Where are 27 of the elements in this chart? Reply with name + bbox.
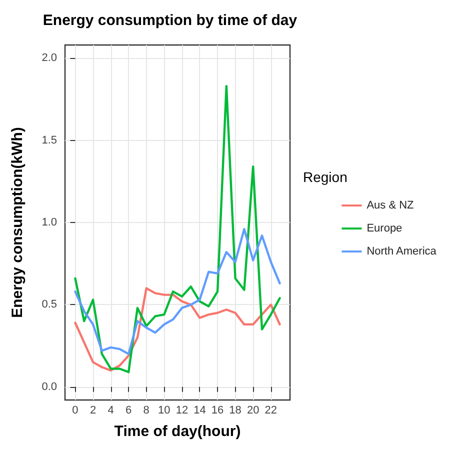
x-tick-label: 10	[158, 404, 170, 416]
x-tick-label: 12	[176, 404, 188, 416]
x-axis-title: Time of day(hour)	[114, 423, 241, 440]
x-tick-label: 6	[126, 404, 132, 416]
line-series	[74, 84, 281, 374]
y-tick-label: 0.5	[42, 298, 57, 311]
x-tick-label: 14	[194, 404, 206, 416]
x-tick-label: 0	[72, 404, 78, 416]
x-tick-label: 8	[143, 404, 150, 416]
x-tick-label: 16	[211, 404, 224, 416]
y-axis-title: Energy consumption(kWh)	[9, 127, 26, 318]
legend-title: Region	[303, 169, 348, 185]
legend-label: Aus & NZ	[366, 200, 414, 212]
y-tick-label: 2.0	[42, 52, 57, 64]
line-series	[74, 287, 281, 372]
x-tick-label: 2	[90, 404, 96, 416]
x-tick-label: 22	[264, 404, 278, 416]
y-tick-label: 0.0	[42, 380, 57, 393]
y-tick-label: 1.5	[42, 134, 57, 146]
legend-label: North America	[366, 246, 438, 258]
x-tick-label: 4	[108, 404, 114, 416]
x-tick-label: 20	[246, 404, 260, 416]
x-tick-label: 18	[229, 404, 242, 416]
chart-title: Energy consumption by time of day	[42, 12, 298, 29]
legend-label: Europe	[366, 222, 402, 234]
line-series	[74, 228, 281, 356]
y-tick-label: 1.0	[42, 216, 57, 228]
